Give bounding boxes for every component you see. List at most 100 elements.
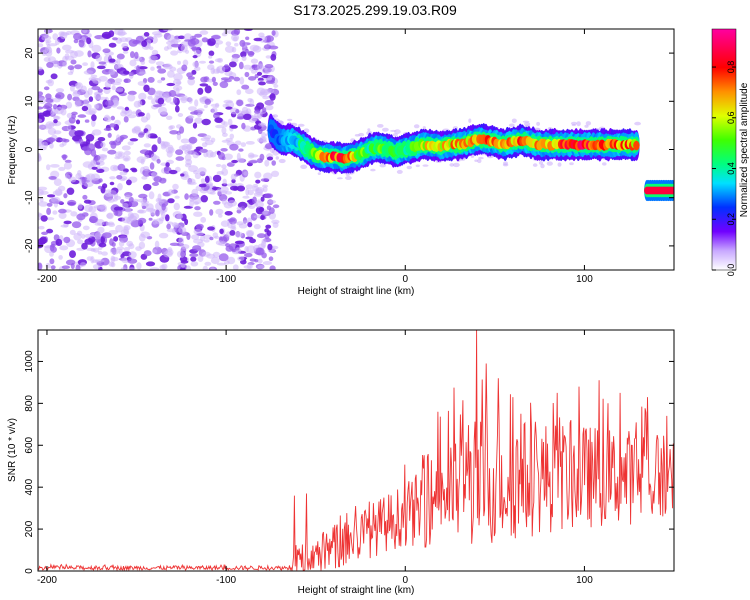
- snr-ylabel: SNR (10 * v/v): [7, 418, 18, 482]
- noise-blob: [110, 141, 117, 149]
- noise-blob: [128, 71, 135, 77]
- noise-blob: [234, 42, 239, 47]
- noise-blob: [38, 140, 45, 148]
- noise-blob: [157, 97, 165, 105]
- noise-blob: [202, 265, 208, 270]
- noise-blob: [45, 262, 51, 269]
- noise-blob: [265, 55, 271, 59]
- noise-blob: [159, 264, 166, 270]
- noise-blob: [199, 83, 209, 87]
- track-halo: [367, 128, 371, 132]
- noise-blob: [190, 256, 197, 262]
- noise-blob: [184, 149, 192, 155]
- noise-blob: [205, 150, 214, 158]
- noise-blob: [70, 211, 78, 217]
- noise-blob: [83, 98, 89, 107]
- noise-blob: [220, 148, 228, 152]
- noise-blob: [82, 29, 88, 34]
- noise-blob: [115, 134, 121, 142]
- noise-blob: [244, 246, 249, 253]
- track-halo: [571, 123, 576, 127]
- noise-blob: [102, 48, 111, 53]
- noise-blob: [110, 255, 116, 263]
- noise-blob: [73, 32, 82, 41]
- noise-blob: [204, 139, 214, 146]
- x-tick-label: -200: [37, 575, 57, 586]
- noise-blob: [118, 248, 123, 255]
- noise-blob: [49, 164, 60, 168]
- noise-blob: [168, 169, 178, 175]
- noise-blob: [100, 235, 106, 244]
- track-halo: [379, 163, 386, 168]
- noise-blob: [221, 168, 229, 176]
- noise-blob: [64, 55, 75, 61]
- x-tick-label: -100: [216, 575, 236, 586]
- noise-blob: [50, 196, 61, 203]
- noise-blob: [71, 221, 82, 229]
- noise-blob: [236, 206, 243, 211]
- noise-blob: [141, 40, 148, 47]
- noise-blob: [74, 130, 84, 137]
- noise-blob: [190, 111, 199, 115]
- noise-blob: [49, 244, 55, 252]
- noise-blob: [253, 223, 261, 230]
- noise-blob: [194, 172, 201, 180]
- noise-blob: [108, 261, 115, 267]
- noise-blob: [81, 177, 86, 185]
- colorbar: 0.0 0.2 0.4 0.6 0.8 Normalized spectral ampl…: [711, 28, 750, 276]
- noise-blob: [240, 142, 247, 148]
- noise-blob: [119, 37, 129, 43]
- noise-blob: [184, 193, 189, 200]
- noise-blob: [91, 44, 102, 53]
- noise-blob: [178, 237, 185, 245]
- colorbar-tick-label: 0.4: [726, 162, 736, 175]
- noise-blob: [272, 204, 280, 209]
- noise-blob: [74, 99, 81, 108]
- noise-blob: [253, 37, 263, 42]
- noise-blob: [199, 30, 209, 35]
- noise-blob: [46, 137, 56, 143]
- noise-blob: [52, 33, 59, 41]
- noise-blob: [91, 86, 101, 91]
- noise-blob: [94, 259, 105, 263]
- spectrogram-ylabel: Frequency (Hz): [7, 116, 18, 185]
- noise-blob: [128, 267, 136, 270]
- noise-blob: [115, 78, 123, 83]
- track-halo: [546, 161, 553, 166]
- noise-blob: [123, 70, 130, 75]
- noise-blob: [40, 215, 48, 222]
- snr-xlabel: Height of straight line (km): [298, 585, 415, 596]
- noise-blob: [232, 264, 239, 270]
- noise-blob: [191, 69, 197, 75]
- noise-blob: [269, 93, 276, 101]
- noise-blob: [116, 106, 125, 110]
- noise-blob: [239, 76, 245, 85]
- noise-blob: [256, 102, 265, 110]
- noise-blob: [183, 33, 193, 41]
- noise-blob: [67, 93, 73, 101]
- noise-blob: [211, 35, 221, 40]
- noise-blob: [54, 39, 60, 45]
- noise-blob: [110, 115, 116, 121]
- noise-blob: [92, 264, 101, 270]
- noise-blob: [143, 143, 151, 148]
- noise-blob: [268, 256, 274, 262]
- noise-blob: [130, 219, 141, 228]
- noise-blob: [169, 130, 179, 135]
- noise-blob: [138, 92, 147, 101]
- noise-blob: [215, 163, 222, 168]
- noise-blob: [261, 252, 267, 259]
- noise-blob: [234, 140, 242, 146]
- noise-blob: [46, 228, 54, 234]
- noise-blob: [91, 166, 98, 170]
- noise-blob: [67, 71, 74, 76]
- noise-blob: [194, 33, 203, 38]
- noise-blob: [63, 220, 72, 225]
- noise-blob: [189, 199, 195, 208]
- noise-blob: [127, 94, 136, 102]
- noise-blob: [223, 121, 228, 128]
- noise-blob: [96, 204, 106, 210]
- noise-blob: [190, 46, 201, 51]
- noise-blob: [222, 132, 228, 137]
- noise-blob: [155, 209, 160, 217]
